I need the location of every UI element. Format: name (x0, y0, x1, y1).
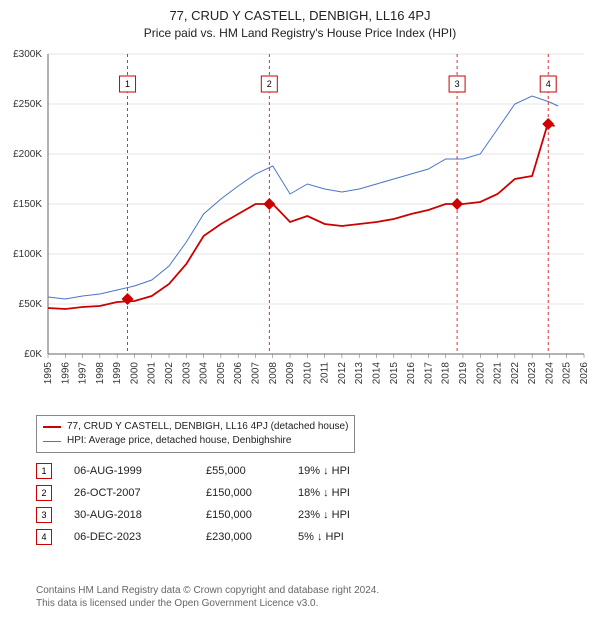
footer-line1: Contains HM Land Registry data © Crown c… (36, 584, 584, 597)
svg-text:1: 1 (125, 79, 130, 89)
svg-text:2005: 2005 (216, 362, 227, 385)
svg-text:2010: 2010 (302, 362, 313, 385)
svg-text:2025: 2025 (562, 362, 573, 385)
svg-text:2015: 2015 (389, 362, 400, 385)
series-price_paid (48, 124, 555, 309)
price-chart: £0K £50K £100K £150K £200K £250K £300K 1995 1996… (0, 44, 600, 409)
svg-text:2024: 2024 (544, 362, 555, 385)
svg-text:2023: 2023 (527, 362, 538, 385)
svg-text:£200K: £200K (13, 149, 42, 160)
event-date: 06-AUG-1999 (74, 465, 184, 477)
event-price: £55,000 (206, 465, 276, 477)
svg-text:2014: 2014 (372, 362, 383, 385)
event-row: 1 06-AUG-1999 £55,000 19% ↓ HPI (36, 460, 388, 482)
series-hpi (48, 96, 558, 299)
svg-text:2021: 2021 (493, 362, 504, 385)
legend-row: HPI: Average price, detached house, Denb… (43, 434, 348, 448)
svg-text:2017: 2017 (423, 362, 434, 385)
svg-text:2011: 2011 (320, 362, 331, 384)
event-price: £150,000 (206, 509, 276, 521)
svg-text:1997: 1997 (78, 362, 89, 385)
svg-text:1999: 1999 (112, 362, 123, 385)
event-badge: 4 (36, 529, 52, 545)
svg-text:2001: 2001 (147, 362, 158, 385)
svg-text:3: 3 (455, 79, 460, 89)
svg-text:2019: 2019 (458, 362, 469, 385)
event-badge: 1 (36, 463, 52, 479)
svg-text:2026: 2026 (579, 362, 590, 385)
event-row: 2 26-OCT-2007 £150,000 18% ↓ HPI (36, 482, 388, 504)
event-row: 4 06-DEC-2023 £230,000 5% ↓ HPI (36, 526, 388, 548)
svg-text:2013: 2013 (354, 362, 365, 385)
svg-text:2007: 2007 (250, 362, 261, 385)
event-hpi: 23% ↓ HPI (298, 509, 388, 521)
chart-title-sub: Price paid vs. HM Land Registry's House … (0, 26, 600, 40)
svg-text:2006: 2006 (233, 362, 244, 385)
legend-label: 77, CRUD Y CASTELL, DENBIGH, LL16 4PJ (d… (67, 420, 348, 434)
event-price: £230,000 (206, 531, 276, 543)
svg-text:2018: 2018 (441, 362, 452, 385)
svg-text:2022: 2022 (510, 362, 521, 385)
event-hpi: 19% ↓ HPI (298, 465, 388, 477)
svg-text:2009: 2009 (285, 362, 296, 385)
event-badge: 3 (36, 507, 52, 523)
legend-label: HPI: Average price, detached house, Denb… (67, 434, 291, 448)
events-table: 1 06-AUG-1999 £55,000 19% ↓ HPI 2 26-OCT-2007… (36, 460, 388, 548)
svg-text:2003: 2003 (181, 362, 192, 385)
svg-text:2020: 2020 (475, 362, 486, 385)
svg-text:4: 4 (546, 79, 551, 89)
svg-text:2000: 2000 (129, 362, 140, 385)
svg-text:£100K: £100K (13, 249, 42, 260)
event-row: 3 30-AUG-2018 £150,000 23% ↓ HPI (36, 504, 388, 526)
event-date: 30-AUG-2018 (74, 509, 184, 521)
svg-text:1998: 1998 (95, 362, 106, 385)
event-hpi: 18% ↓ HPI (298, 487, 388, 499)
svg-text:£300K: £300K (13, 49, 42, 60)
svg-text:1995: 1995 (43, 362, 54, 385)
svg-text:1996: 1996 (60, 362, 71, 385)
svg-text:£250K: £250K (13, 99, 42, 110)
svg-text:2012: 2012 (337, 362, 348, 385)
svg-text:2004: 2004 (199, 362, 210, 385)
event-price: £150,000 (206, 487, 276, 499)
event-badge: 2 (36, 485, 52, 501)
legend-row: 77, CRUD Y CASTELL, DENBIGH, LL16 4PJ (d… (43, 420, 348, 434)
event-hpi: 5% ↓ HPI (298, 531, 388, 543)
svg-text:2016: 2016 (406, 362, 417, 385)
event-date: 06-DEC-2023 (74, 531, 184, 543)
legend-swatch (43, 441, 61, 442)
svg-text:2008: 2008 (268, 362, 279, 385)
svg-text:£150K: £150K (13, 199, 42, 210)
event-date: 26-OCT-2007 (74, 487, 184, 499)
footer-attribution: Contains HM Land Registry data © Crown c… (36, 584, 584, 610)
svg-text:£50K: £50K (19, 299, 43, 310)
legend: 77, CRUD Y CASTELL, DENBIGH, LL16 4PJ (d… (36, 415, 355, 453)
svg-text:2: 2 (267, 79, 272, 89)
chart-title-address: 77, CRUD Y CASTELL, DENBIGH, LL16 4PJ (0, 8, 600, 23)
footer-line2: This data is licensed under the Open Gov… (36, 597, 584, 610)
svg-text:£0K: £0K (24, 349, 42, 360)
legend-swatch (43, 426, 61, 428)
svg-text:2002: 2002 (164, 362, 175, 385)
